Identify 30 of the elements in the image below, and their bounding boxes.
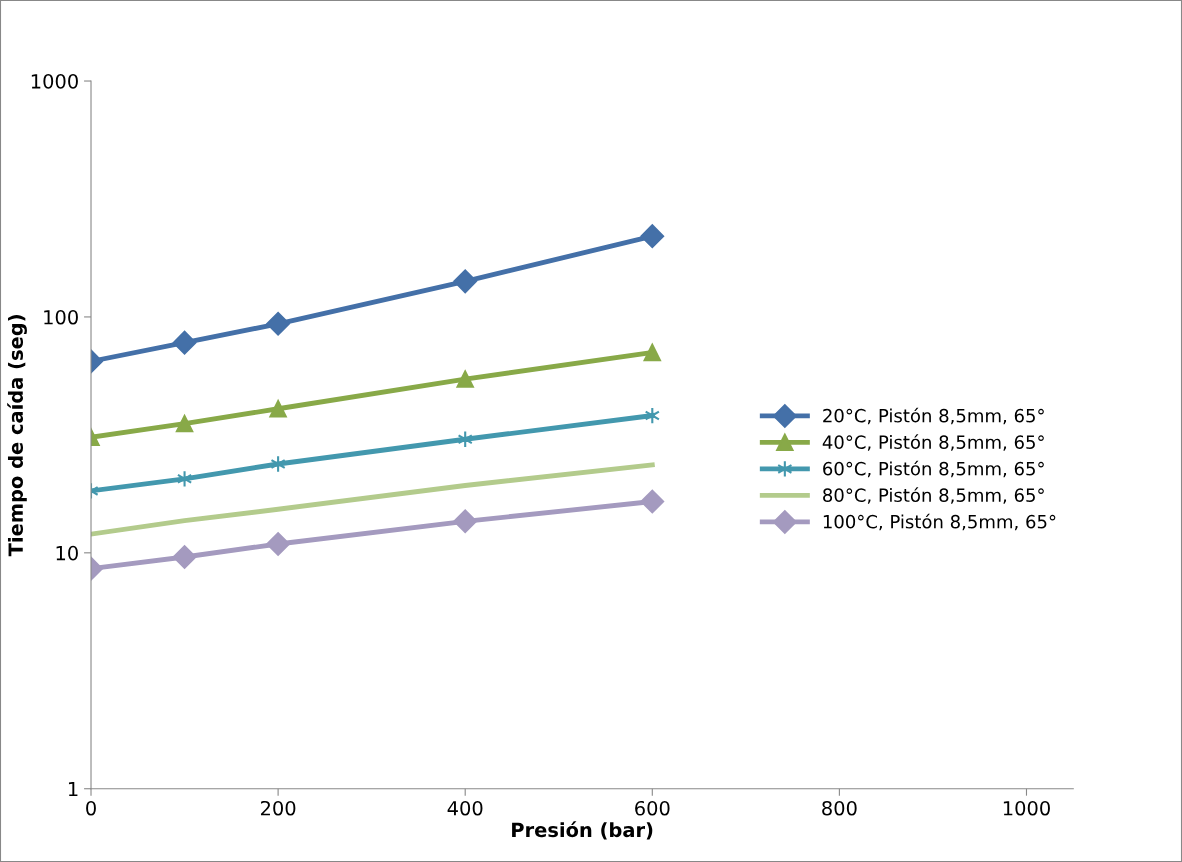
point bbox=[172, 330, 197, 355]
y-tick-label: 10 bbox=[56, 545, 78, 561]
point bbox=[640, 224, 665, 248]
point bbox=[643, 343, 661, 362]
line-series bbox=[91, 462, 655, 537]
point bbox=[172, 545, 197, 569]
y-axis-title: Tiempo de caída (seg) bbox=[7, 315, 27, 557]
legend-label: 60°C, Pistón 8,5mm, 65° bbox=[823, 460, 1044, 478]
y-tick-label: 1000 bbox=[31, 73, 78, 89]
point bbox=[266, 311, 290, 336]
x-axis-title: Presión (bar) bbox=[512, 821, 653, 840]
x-tick-label: 200 bbox=[260, 800, 296, 816]
point bbox=[266, 532, 290, 556]
point bbox=[175, 414, 194, 433]
point bbox=[453, 269, 478, 294]
x-tick-label: 1000 bbox=[1003, 800, 1050, 816]
x-tick-label: 800 bbox=[822, 800, 857, 816]
y-tick-label: 1 bbox=[68, 781, 78, 797]
legend-label: 20°C, Pistón 8,5mm, 65° bbox=[823, 407, 1044, 425]
x-tick-label: 400 bbox=[447, 800, 483, 816]
point bbox=[269, 400, 287, 418]
legend-label: 100°C, Pistón 8,5mm, 65° bbox=[823, 513, 1056, 531]
legend-label: 40°C, Pistón 8,5mm, 65° bbox=[822, 434, 1044, 451]
x-tick-label: 600 bbox=[635, 800, 670, 816]
legend-label: 80°C, Pistón 8,5mm, 65° bbox=[823, 487, 1044, 504]
x-tick-label: 0 bbox=[86, 800, 96, 816]
point bbox=[453, 509, 478, 534]
point bbox=[640, 489, 665, 514]
y-tick-label: 100 bbox=[44, 309, 78, 325]
point bbox=[456, 370, 474, 388]
